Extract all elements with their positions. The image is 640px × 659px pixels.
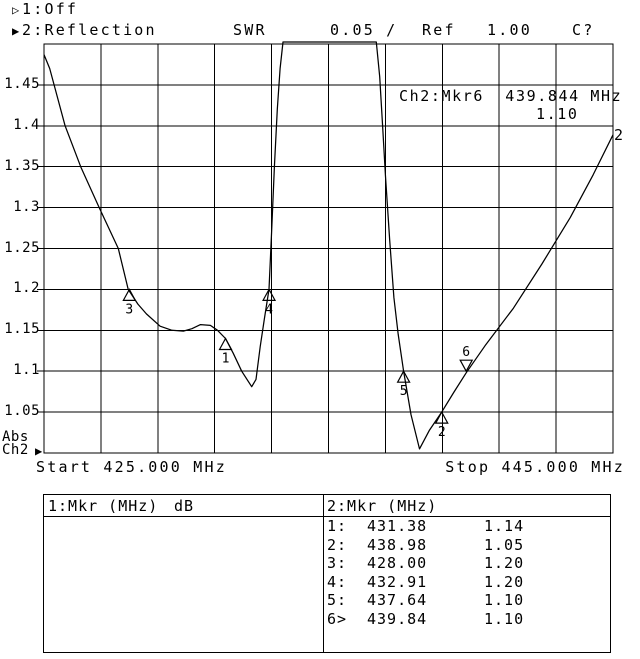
- scale-per-div-value: 0.05 /: [330, 21, 398, 39]
- swr-chart: 1 2 3 4 5 6: [37, 41, 614, 454]
- marker-table-left-header: 1:Mkr (MHz): [48, 497, 159, 515]
- marker-table-row: 3: 428.00 1.20: [327, 556, 524, 575]
- marker-table-right-header: 2:Mkr (MHz): [327, 497, 438, 515]
- marker-id: 5:: [327, 591, 348, 610]
- marker-frequency: 437.64: [367, 591, 428, 610]
- marker-2-triangle-icon: [434, 410, 449, 424]
- cal-status-label: C?: [572, 21, 595, 39]
- ref-label: Ref: [422, 21, 456, 39]
- marker-table-rows: 1: 431.38 1.14 2: 438.98 1.05 3: 428.00 1.20 4: 43…: [327, 519, 524, 631]
- marker-2: 2: [434, 410, 449, 440]
- y-axis-label: 1.4: [13, 117, 40, 133]
- marker-id: 6>: [327, 609, 348, 628]
- channel1-status-label: 1:Off: [22, 0, 79, 18]
- marker-id: 2:: [327, 535, 348, 554]
- abs-label: Abs: [2, 429, 29, 445]
- ref-value: 1.00: [487, 21, 532, 39]
- marker-id: 4:: [327, 572, 348, 591]
- marker-3-triangle-icon: [122, 288, 137, 301]
- marker-1-triangle-icon: [218, 337, 233, 351]
- marker-5: 5: [396, 369, 411, 399]
- start-frequency-label: Start 425.000 MHz: [36, 458, 227, 476]
- marker-frequency: 432.91: [367, 572, 428, 591]
- marker-6: 6: [459, 345, 474, 373]
- grid: [37, 43, 614, 454]
- y-axis-label: 1.3: [13, 199, 40, 215]
- marker-frequency: 431.38: [367, 517, 428, 535]
- marker-4-triangle-icon: [262, 288, 277, 301]
- marker-table-row: 5: 437.64 1.10: [327, 593, 524, 612]
- active-channel-icon: ▶: [35, 444, 43, 458]
- channel2-status-label: 2:Reflection: [22, 21, 157, 39]
- marker-4: 4: [262, 288, 277, 317]
- y-axis-label: 1.05: [4, 403, 40, 419]
- active-marker-readout-frequency: Ch2:Mkr6 439.844 MHz: [399, 87, 623, 105]
- marker-4-number: 4: [265, 302, 273, 317]
- channel-label: Ch2: [2, 442, 29, 458]
- marker-6-triangle-icon: [459, 359, 474, 373]
- marker-id: 3:: [327, 554, 348, 573]
- channel2-marker-icon: ▶: [12, 24, 20, 38]
- format-label: SWR: [233, 21, 267, 39]
- channel1-marker-icon: ▷: [12, 3, 20, 17]
- marker-value: 1.20: [484, 554, 525, 573]
- marker-table-row: 1: 431.38 1.14: [327, 519, 524, 538]
- marker-5-number: 5: [400, 384, 408, 399]
- marker-6-number: 6: [462, 345, 470, 360]
- marker-3: 3: [122, 288, 137, 317]
- marker-table-row: 4: 432.91 1.20: [327, 572, 525, 594]
- y-axis-label: 1.2: [13, 280, 40, 296]
- marker-table-left-unit: dB: [174, 497, 195, 515]
- marker-id: 1:: [327, 517, 348, 535]
- y-axis-label: 1.45: [4, 76, 40, 92]
- marker-value: 1.05: [484, 535, 525, 554]
- marker-frequency: 438.98: [367, 535, 428, 554]
- marker-table-header-rule: [44, 516, 610, 517]
- marker-1-number: 1: [222, 351, 230, 366]
- marker-3-number: 3: [125, 302, 133, 317]
- marker-value: 1.10: [484, 591, 525, 610]
- y-axis-label: 1.15: [4, 321, 40, 337]
- active-marker-readout-value: 1.10: [536, 105, 579, 123]
- marker-frequency: 428.00: [367, 554, 428, 573]
- marker-5-triangle-icon: [396, 369, 411, 383]
- marker-value: 1.20: [484, 572, 525, 591]
- marker-table-row: 6> 439.84 1.10: [327, 609, 525, 631]
- y-axis-label: 1.1: [13, 362, 40, 378]
- marker-value: 1.14: [484, 517, 525, 535]
- trace-number-label: 2: [614, 126, 624, 144]
- stop-frequency-label: Stop 445.000 MHz: [445, 458, 625, 476]
- marker-frequency: 439.84: [367, 609, 428, 628]
- y-axis-label: 1.25: [4, 240, 40, 256]
- y-axis-label: 1.35: [4, 158, 40, 174]
- marker-table-divider: [323, 495, 324, 652]
- marker-1: 1: [218, 337, 233, 366]
- marker-2-number: 2: [438, 425, 446, 440]
- marker-table-row: 2: 438.98 1.05: [327, 535, 525, 557]
- marker-value: 1.10: [484, 609, 525, 628]
- marker-table: 1:Mkr (MHz) dB 2:Mkr (MHz) 1: 431.38 1.14 2…: [43, 494, 611, 653]
